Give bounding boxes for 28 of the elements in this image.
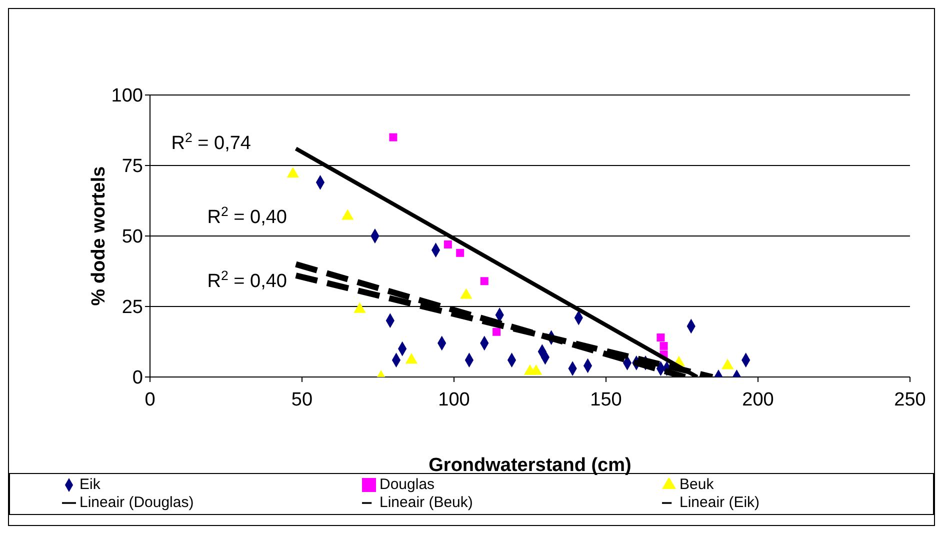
x-tick-label: 50 [291, 389, 313, 410]
legend-label: Douglas [380, 476, 435, 493]
y-tick-label: 25 [122, 297, 143, 318]
legend-label: Lineair (Douglas) [80, 494, 194, 511]
x-tick-label: 100 [438, 389, 470, 410]
legend-label: Eik [80, 476, 100, 493]
point [656, 334, 665, 342]
point [660, 342, 668, 350]
point [492, 328, 501, 336]
annotation: R$^{2}$ = 0,40 [207, 268, 287, 292]
point [456, 248, 464, 257]
y-tick-label: 50 [122, 226, 143, 248]
y-tick-label: 75 [122, 156, 143, 178]
point [389, 133, 398, 142]
legend-label: Lineair (Eik) [680, 494, 760, 511]
legend-label: Beuk [680, 476, 714, 493]
x-tick-label: 250 [894, 389, 926, 410]
annotation: R$^{2}$ = 0,74 [171, 130, 252, 154]
point [480, 277, 488, 286]
x-axis-title: Grondwaterstand (cm) [428, 455, 632, 476]
x-tick-label: 200 [742, 389, 774, 410]
point [444, 240, 452, 248]
annotation: R$^{2}$ = 0,40 [207, 204, 287, 228]
legend-label: Lineair (Beuk) [380, 494, 473, 511]
x-tick-label: 150 [590, 389, 622, 410]
y-tick-label: 100 [111, 86, 143, 107]
y-axis-title: % dode wortels [88, 166, 110, 306]
y-tick-label: 0 [132, 368, 143, 389]
